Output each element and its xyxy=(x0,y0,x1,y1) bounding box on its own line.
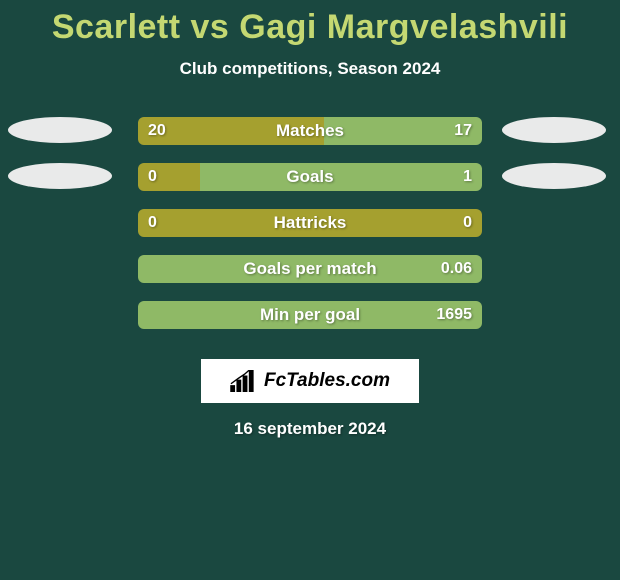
player-marker-right xyxy=(502,117,606,143)
brand-badge: FcTables.com xyxy=(201,359,419,403)
stat-label: Min per goal xyxy=(138,305,482,325)
comparison-rows: 2017Matches 01Goals 00Hattricks 0.06Goals p… xyxy=(0,111,620,341)
stat-label: Goals per match xyxy=(138,259,482,279)
comparison-row: 1695Min per goal xyxy=(0,295,620,341)
page-title: Scarlett vs Gagi Margvelashvili xyxy=(0,0,620,47)
stat-bar: 0.06Goals per match xyxy=(138,255,482,283)
stat-label: Hattricks xyxy=(138,213,482,233)
comparison-row: 0.06Goals per match xyxy=(0,249,620,295)
page-subtitle: Club competitions, Season 2024 xyxy=(0,59,620,79)
generated-date: 16 september 2024 xyxy=(0,419,620,439)
brand-text: FcTables.com xyxy=(264,370,390,392)
player-marker-right xyxy=(502,163,606,189)
stat-bar: 2017Matches xyxy=(138,117,482,145)
player-marker-left xyxy=(8,163,112,189)
comparison-row: 01Goals xyxy=(0,157,620,203)
stat-bar: 01Goals xyxy=(138,163,482,191)
player-marker-left xyxy=(8,117,112,143)
stat-bar: 00Hattricks xyxy=(138,209,482,237)
brand-chart-icon xyxy=(230,370,258,392)
stat-label: Matches xyxy=(138,121,482,141)
stat-bar: 1695Min per goal xyxy=(138,301,482,329)
stat-label: Goals xyxy=(138,167,482,187)
comparison-row: 00Hattricks xyxy=(0,203,620,249)
comparison-row: 2017Matches xyxy=(0,111,620,157)
